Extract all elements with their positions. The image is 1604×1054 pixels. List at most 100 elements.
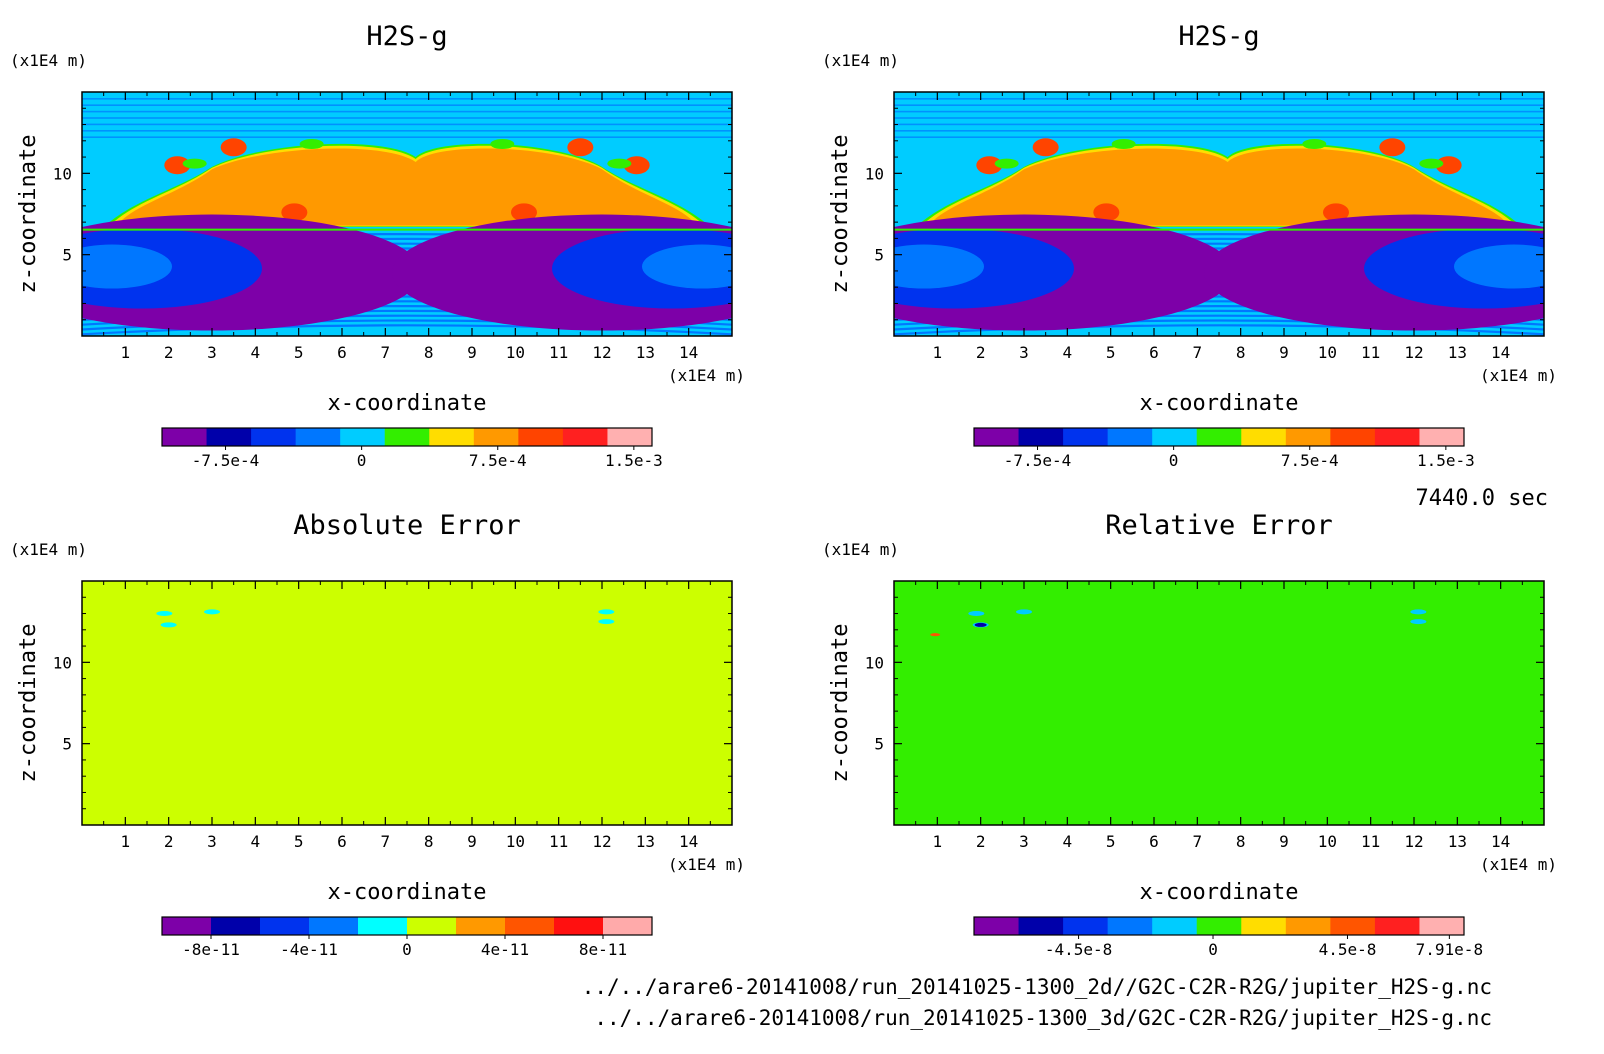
colorbar-swatch bbox=[1374, 428, 1420, 446]
error-speck bbox=[156, 611, 173, 617]
y-tick-label: 5 bbox=[874, 735, 884, 754]
contour-band bbox=[82, 117, 732, 119]
x-tick-label: 14 bbox=[679, 832, 698, 851]
colorbar-swatch bbox=[607, 428, 653, 446]
chart-title: Relative Error bbox=[1105, 510, 1333, 541]
x-tick-label: 4 bbox=[251, 343, 261, 362]
x-unit-label: (x1E4 m) bbox=[1480, 366, 1557, 385]
x-tick-label: 4 bbox=[1063, 832, 1073, 851]
contour-band bbox=[894, 104, 1544, 106]
x-axis-label: x-coordinate bbox=[328, 880, 487, 905]
x-axis-label: x-coordinate bbox=[328, 391, 487, 416]
y-tick-label: 5 bbox=[62, 735, 72, 754]
x-tick-label: 12 bbox=[592, 832, 611, 851]
x-tick-label: 5 bbox=[294, 343, 304, 362]
error-speck bbox=[598, 619, 615, 625]
chart-panel-4: Relative Error(x1E4 m)1 2 3 4 5 6 7 8 9 10 11 12 13 1… bbox=[822, 510, 1557, 959]
contour-band bbox=[894, 136, 1544, 138]
colorbar-tick-label: 4.5e-8 bbox=[1319, 940, 1377, 959]
error-speck bbox=[1016, 609, 1032, 615]
chart-title: Absolute Error bbox=[293, 510, 521, 541]
colorbar-swatch bbox=[1285, 428, 1331, 446]
y-axis-label: z-coordinate bbox=[828, 624, 853, 783]
x-tick-label: 3 bbox=[207, 832, 217, 851]
contour-field bbox=[82, 581, 732, 825]
x-tick-label: 4 bbox=[1063, 343, 1073, 362]
colorbar-swatch bbox=[1196, 428, 1242, 446]
colorbar-swatch bbox=[162, 428, 208, 446]
x-tick-label: 7 bbox=[381, 343, 391, 362]
x-tick-label: 6 bbox=[337, 343, 347, 362]
x-tick-label: 13 bbox=[1448, 343, 1467, 362]
colorbar-tick-label: 8e-11 bbox=[579, 940, 627, 959]
x-tick-label: 13 bbox=[636, 343, 655, 362]
field-background bbox=[82, 581, 732, 825]
hot-spot bbox=[220, 138, 247, 157]
x-tick-label: 1 bbox=[933, 343, 943, 362]
y-unit-label: (x1E4 m) bbox=[10, 540, 87, 559]
y-tick-label: 5 bbox=[62, 246, 72, 265]
x-tick-label: 7 bbox=[1193, 832, 1203, 851]
x-tick-label: 13 bbox=[1448, 832, 1467, 851]
y-tick-label: 5 bbox=[874, 246, 884, 265]
y-unit-label: (x1E4 m) bbox=[10, 51, 87, 70]
y-unit-label: (x1E4 m) bbox=[822, 51, 899, 70]
contour-band bbox=[82, 136, 732, 138]
contour-field bbox=[894, 581, 1544, 825]
colorbar-tick-label: -4.5e-8 bbox=[1045, 940, 1112, 959]
hot-spot bbox=[1093, 203, 1120, 222]
colorbar-swatch bbox=[211, 917, 261, 935]
x-tick-label: 3 bbox=[1019, 832, 1029, 851]
colorbar-frame bbox=[973, 427, 1465, 447]
field-background bbox=[894, 581, 1544, 825]
y-unit-label: (x1E4 m) bbox=[822, 540, 899, 559]
x-tick-label: 2 bbox=[164, 832, 174, 851]
colorbar-tick-label: 4e-11 bbox=[481, 940, 529, 959]
plume-contour bbox=[928, 148, 1510, 226]
time-label: 7440.0 sec bbox=[1416, 486, 1548, 511]
contour-band bbox=[82, 130, 732, 132]
x-tick-label: 8 bbox=[424, 343, 434, 362]
contour-field bbox=[894, 92, 1544, 336]
contour-band bbox=[894, 110, 1544, 113]
vortex-eye bbox=[642, 244, 732, 289]
x-tick-label: 10 bbox=[1318, 832, 1337, 851]
x-unit-label: (x1E4 m) bbox=[668, 366, 745, 385]
colorbar-swatch bbox=[1330, 428, 1376, 446]
x-tick-label: 1 bbox=[933, 832, 943, 851]
colorbar-swatch bbox=[1196, 917, 1242, 935]
x-tick-label: 7 bbox=[1193, 343, 1203, 362]
colorbar-swatch bbox=[505, 917, 555, 935]
colorbar-tick-label: 7.5e-4 bbox=[469, 451, 527, 470]
colorbar-swatch bbox=[456, 917, 506, 935]
x-tick-label: 6 bbox=[337, 832, 347, 851]
hot-spot bbox=[623, 156, 650, 175]
colorbar-swatch bbox=[309, 917, 359, 935]
colorbar-tick-label: -8e-11 bbox=[182, 940, 240, 959]
colorbar-tick-label: 7.5e-4 bbox=[1281, 451, 1339, 470]
colorbar-swatch bbox=[260, 917, 310, 935]
colorbar-swatch bbox=[1241, 917, 1287, 935]
colorbar-swatch bbox=[974, 428, 1020, 446]
hot-spot bbox=[1435, 156, 1462, 175]
colorbar-swatch bbox=[974, 917, 1020, 935]
colorbar-swatch bbox=[1063, 428, 1109, 446]
colorbar-swatch bbox=[1018, 917, 1064, 935]
error-speck bbox=[1410, 609, 1427, 615]
x-tick-label: 2 bbox=[976, 343, 986, 362]
error-speck bbox=[204, 609, 220, 615]
x-tick-label: 9 bbox=[467, 832, 477, 851]
colorbar-swatch bbox=[1063, 917, 1109, 935]
hot-spot bbox=[281, 203, 308, 222]
contour-band bbox=[894, 98, 1544, 100]
x-tick-label: 12 bbox=[1404, 343, 1423, 362]
colorbar-swatch bbox=[1107, 917, 1153, 935]
colorbar-tick-label: 0 bbox=[1169, 451, 1179, 470]
swirl-core bbox=[490, 139, 515, 150]
colorbar-frame bbox=[161, 427, 653, 447]
contour-band bbox=[894, 130, 1544, 132]
vortex-eye bbox=[82, 244, 172, 289]
colorbar-tick-label: 1.5e-3 bbox=[1417, 451, 1475, 470]
interface-line bbox=[82, 228, 732, 231]
x-tick-label: 1 bbox=[121, 832, 131, 851]
